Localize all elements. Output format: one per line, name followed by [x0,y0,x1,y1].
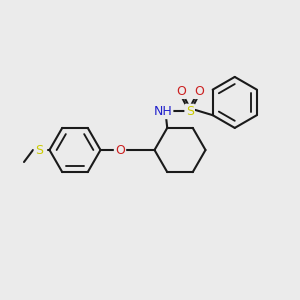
Text: O: O [115,143,125,157]
Text: S: S [35,143,43,157]
Text: NH: NH [153,105,172,118]
Text: S: S [186,105,194,118]
Text: O: O [176,85,186,98]
Text: O: O [194,85,204,98]
